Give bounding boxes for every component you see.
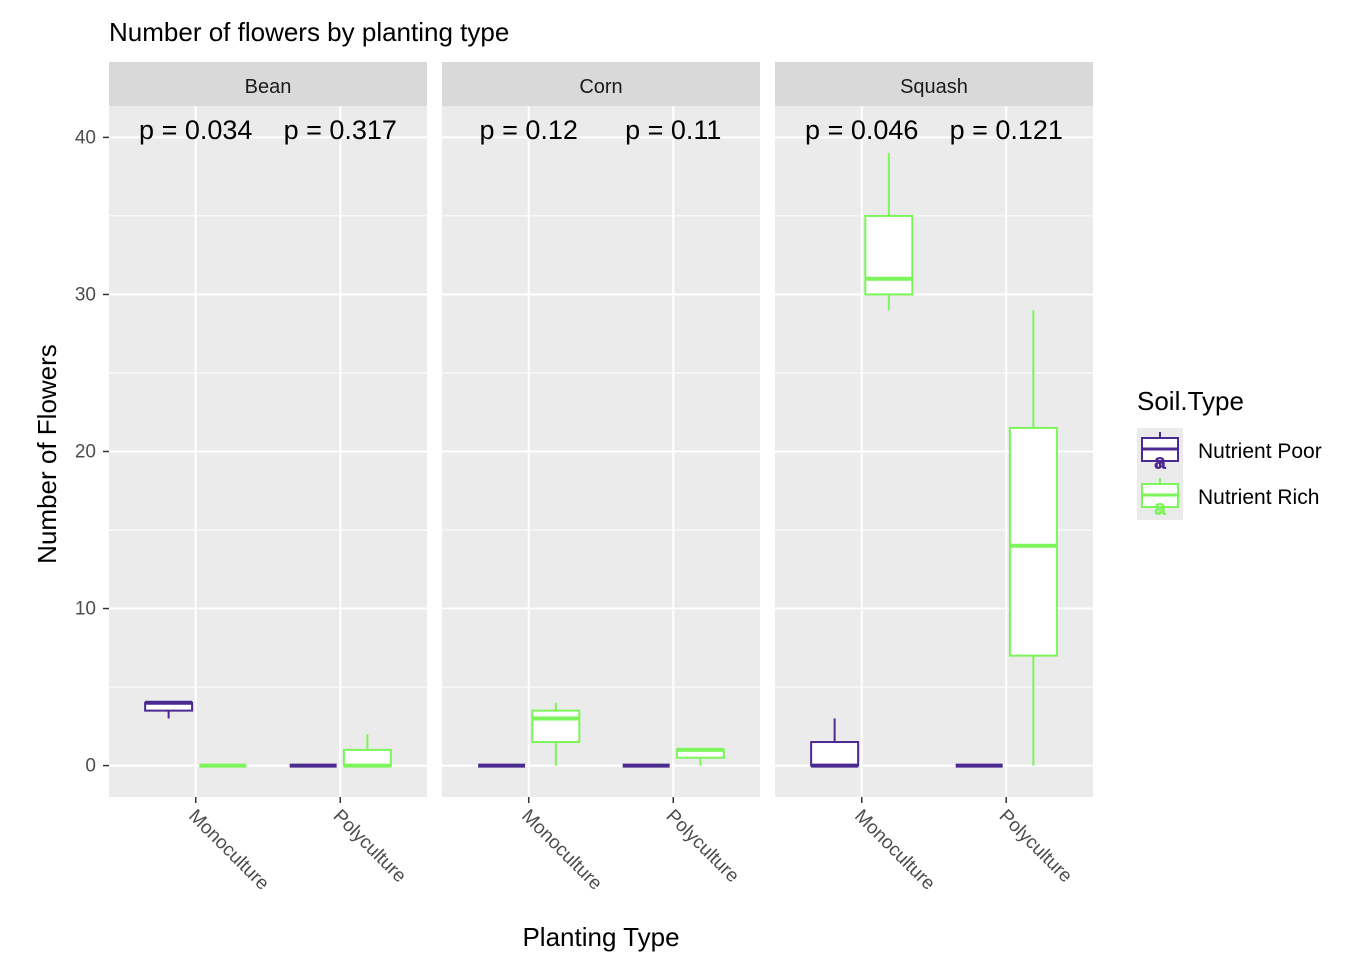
box-nutrient-rich <box>864 153 914 311</box>
x-tick-label: Polyculture <box>662 806 743 887</box>
box-body <box>342 748 392 767</box>
p-value-label: p = 0.12 <box>480 115 578 145</box>
legend-key-glyph: a <box>1154 495 1167 520</box>
legend-item-label: Nutrient Poor <box>1198 440 1322 463</box>
facet-panel-squash: Squash Monoculture Polyculture p = 0.046 p =… <box>775 62 1093 894</box>
box-nutrient-rich <box>1008 310 1058 766</box>
p-value-label: p = 0.121 <box>950 115 1063 145</box>
box-nutrient-poor <box>810 718 860 768</box>
facet-strip <box>775 62 1093 106</box>
x-tick-label: Monoculture <box>850 806 939 895</box>
legend-item-label: Nutrient Rich <box>1198 486 1319 509</box>
x-tick-label: Polyculture <box>995 806 1076 887</box>
box-body <box>810 741 860 767</box>
facet-strip-label: Corn <box>579 76 622 98</box>
x-axis-label: Planting Type <box>522 922 679 952</box>
legend-item-nutrient-poor: a Nutrient Poor <box>1137 428 1322 474</box>
facet-panel-bean: Bean Monoculture Polyculture p = 0.034 p = 0… <box>109 62 427 894</box>
y-tick-label: 20 <box>75 442 96 463</box>
x-tick-label: Monoculture <box>184 806 273 895</box>
y-tick-label: 10 <box>75 599 96 620</box>
facet-strip-label: Bean <box>245 76 292 98</box>
facet-strip <box>442 62 760 106</box>
p-value-label: p = 0.317 <box>284 115 397 145</box>
box-nutrient-rich <box>342 734 392 768</box>
box-body <box>1008 426 1058 657</box>
p-value-label: p = 0.046 <box>805 115 918 145</box>
x-tick-label: Polyculture <box>329 806 410 887</box>
facet-strip <box>109 62 427 106</box>
p-value-label: p = 0.11 <box>625 115 721 145</box>
legend-title: Soil.Type <box>1137 386 1244 416</box>
box-body <box>864 214 914 296</box>
legend-item-nutrient-rich: a Nutrient Rich <box>1137 474 1319 520</box>
box-nutrient-rich <box>675 747 725 766</box>
box-body <box>531 709 581 744</box>
legend-key-glyph: a <box>1154 449 1167 474</box>
p-value-label: p = 0.034 <box>139 115 252 145</box>
facet-panel-corn: Corn Monoculture Polyculture p = 0.12 p = 0.… <box>442 62 760 894</box>
box-nutrient-rich <box>531 702 581 766</box>
plot-area: 0 10 20 30 40 Bean Monoculture Polyculture p = 0… <box>75 62 1093 894</box>
y-tick-label: 40 <box>75 127 96 148</box>
legend: Soil.Type a Nutrient Poor a Nutrient Rich <box>1137 386 1322 520</box>
facet-strip-label: Squash <box>900 76 968 98</box>
y-tick-label: 30 <box>75 284 96 305</box>
y-axis-label: Number of Flowers <box>32 344 62 564</box>
y-tick-label: 0 <box>85 756 96 777</box>
box-nutrient-poor <box>144 700 194 719</box>
chart-title: Number of flowers by planting type <box>109 17 509 47</box>
x-tick-label: Monoculture <box>517 806 606 895</box>
